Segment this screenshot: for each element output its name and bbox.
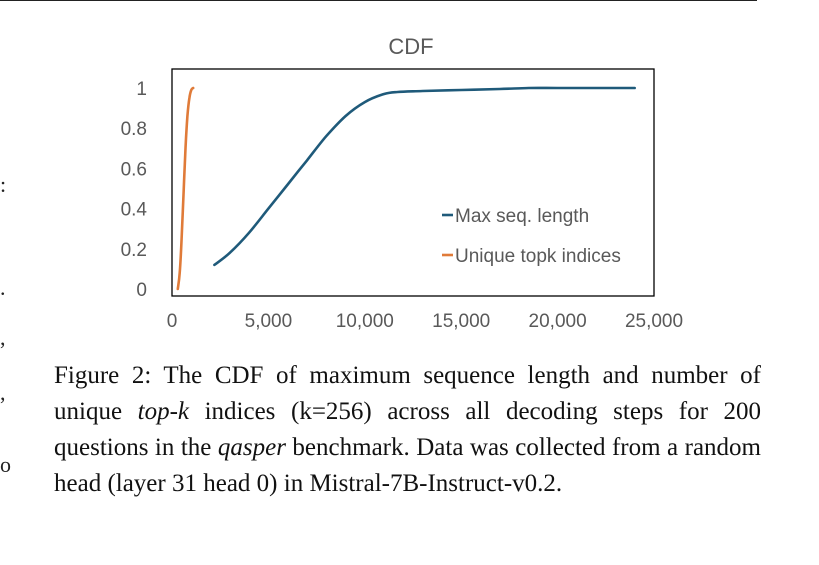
- y-tick-label: 0.2: [121, 240, 147, 261]
- y-tick-label: 0.4: [121, 200, 148, 221]
- margin-mark: :: [0, 172, 7, 197]
- legend-label-1: Unique topk indices: [455, 246, 621, 267]
- legend-label-0: Max seq. length: [455, 206, 589, 227]
- x-tick-label: 20,000: [529, 311, 587, 332]
- figure-caption: Figure 2: The CDF of maximum sequence le…: [54, 358, 761, 502]
- y-tick-label: 1: [136, 79, 147, 100]
- legend: Max seq. length Unique topk indices: [442, 206, 621, 267]
- caption-text-1: Figure 2: The CDF of maximum sequence le…: [54, 362, 761, 425]
- y-tick-label: 0.6: [121, 159, 147, 180]
- y-tick-label: 0: [136, 280, 147, 301]
- margin-mark: .: [0, 275, 6, 300]
- margin-mark: ,: [0, 380, 6, 405]
- top-rule: [0, 0, 757, 1]
- x-axis-ticks: 0 5,000 10,000 15,000 20,000 25,000: [167, 311, 683, 332]
- margin-mark: ,: [0, 325, 6, 350]
- plot-area-frame: [171, 68, 655, 297]
- cdf-chart: CDF 0 0.2 0.4 0.6 0.8 1 0 5,000 10,000 15,000 20,…: [121, 34, 683, 332]
- y-axis-ticks: 0 0.2 0.4 0.6 0.8 1: [121, 79, 148, 301]
- x-tick-label: 25,000: [625, 311, 683, 332]
- x-tick-label: 15,000: [432, 311, 490, 332]
- x-tick-label: 0: [167, 311, 178, 332]
- series-line-1: [176, 86, 195, 291]
- margin-mark: o: [0, 452, 11, 477]
- caption-italic-topk: top-k: [137, 398, 190, 425]
- chart-title: CDF: [388, 34, 433, 59]
- x-tick-label: 10,000: [336, 311, 394, 332]
- y-tick-label: 0.8: [121, 119, 147, 140]
- series-line-0: [213, 86, 636, 267]
- caption-text-2: indices (k=256) across all decoding step…: [54, 398, 761, 461]
- caption-text-3: benchmark. Data was collected from a ran…: [54, 434, 761, 497]
- series-lines: [176, 86, 636, 291]
- x-tick-label: 5,000: [245, 311, 293, 332]
- caption-italic-qasper: qasper: [217, 434, 286, 461]
